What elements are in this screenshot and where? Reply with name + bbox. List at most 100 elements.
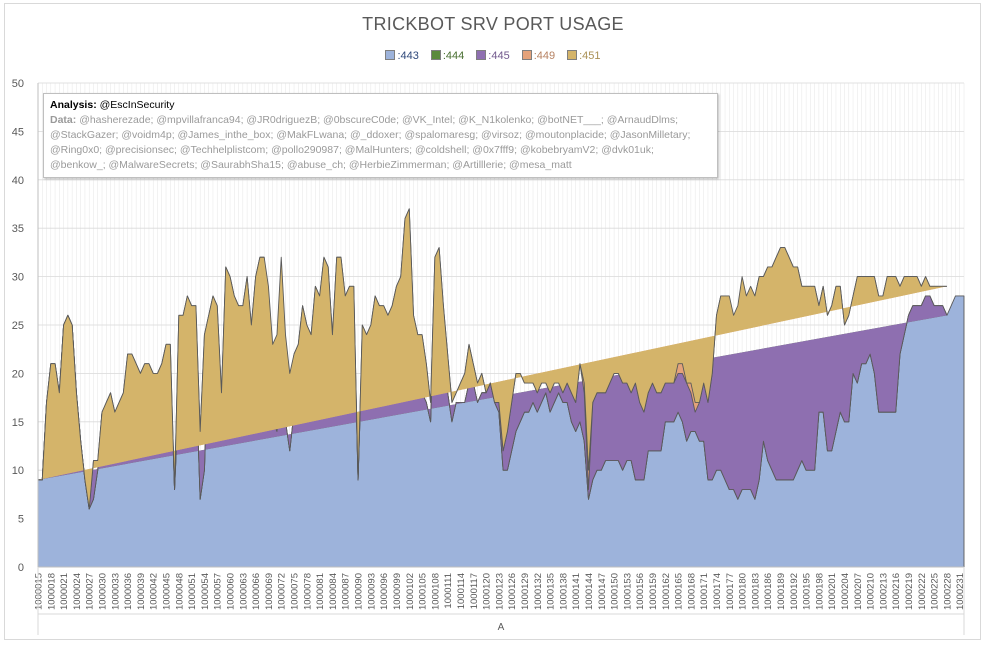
- x-tick-label: 1000030: [98, 573, 109, 610]
- x-tick-label: 1000162: [661, 573, 672, 610]
- x-tick-label: 1000147: [597, 573, 608, 610]
- x-tick-label: 1000138: [558, 573, 569, 610]
- x-tick-label: 1000111: [443, 573, 454, 609]
- x-tick-label: 1000027: [85, 573, 96, 610]
- x-tick-label: 1000087: [341, 573, 352, 610]
- x-tick-label: 1000096: [379, 573, 390, 610]
- legend-label: :449: [533, 50, 556, 62]
- legend-item: :449: [521, 50, 556, 62]
- x-tick-label: 1000135: [546, 573, 557, 610]
- x-tick-label: 1000216: [891, 573, 902, 610]
- y-tick-label: 30: [12, 272, 24, 284]
- annotation-analysis: Analysis: @EscInSecurity: [50, 98, 711, 113]
- legend-label: :443: [397, 50, 419, 62]
- x-tick-label: 1000144: [584, 573, 595, 610]
- x-tick-label: 1000105: [418, 573, 429, 610]
- x-tick-label: 1000033: [110, 573, 121, 610]
- annotation-data: Data: @hasherezade; @mpvillafranca94; @J…: [50, 113, 711, 173]
- x-tick-label: 1000021: [59, 573, 70, 610]
- y-tick-label: 10: [12, 465, 24, 477]
- y-tick-label: 15: [12, 417, 24, 429]
- x-axis-label: A: [498, 622, 505, 633]
- x-tick-label: 1000048: [174, 573, 185, 610]
- x-tick-label: 1000132: [533, 573, 544, 610]
- legend-item: :444: [430, 50, 465, 62]
- x-tick-label: 1000090: [354, 573, 365, 610]
- y-tick-label: 35: [12, 223, 24, 235]
- annotation-box: Analysis: @EscInSecurity Data: @hasherez…: [43, 93, 718, 178]
- analysis-label: Analysis:: [50, 99, 97, 111]
- y-tick-label: 5: [18, 514, 24, 526]
- x-tick-label: 1000210: [866, 573, 877, 610]
- x-tick-label: 1000156: [635, 573, 646, 610]
- x-tick-label: 1000126: [507, 573, 518, 610]
- x-tick-label: 1000024: [72, 573, 83, 610]
- x-tick-label: 1000231: [955, 573, 966, 610]
- x-tick-label: 1000192: [789, 573, 800, 610]
- x-tick-label: 1000069: [264, 573, 275, 610]
- x-tick-label: 1000207: [853, 573, 864, 610]
- legend-label: :445: [488, 50, 510, 62]
- area-series-451: [38, 208, 947, 510]
- x-tick-label: 1000222: [917, 573, 928, 610]
- legend-label: :444: [442, 50, 465, 62]
- x-tick-label: 1000123: [494, 573, 505, 610]
- y-tick-label: 40: [12, 175, 24, 187]
- x-tick-label: 1000117: [469, 573, 480, 609]
- data-label: Data:: [50, 114, 77, 126]
- x-tick-label: 1000036: [123, 573, 134, 610]
- x-tick-label: 1000153: [622, 573, 633, 610]
- legend-label: :451: [579, 50, 601, 62]
- data-credits: @hasherezade; @mpvillafranca94; @JR0drig…: [50, 114, 691, 171]
- x-tick-label: 1000039: [136, 573, 147, 610]
- legend-item: :445: [476, 50, 510, 62]
- x-tick-label: 1000183: [750, 573, 761, 610]
- x-tick-label: 1000141: [571, 573, 582, 610]
- x-tick-label: 1000102: [405, 573, 416, 610]
- x-tick-label: 1000072: [277, 573, 288, 610]
- x-tick-label: 1000057: [213, 573, 224, 610]
- x-tick-label: 1000201: [827, 573, 838, 610]
- x-tick-label: 1000066: [251, 573, 262, 610]
- y-tick-label: 45: [12, 126, 24, 138]
- x-tick-label: 1000045: [162, 573, 173, 610]
- x-tick-label: 1000042: [149, 573, 160, 610]
- x-tick-label: 1000078: [302, 573, 313, 610]
- legend-swatch: [385, 50, 396, 60]
- x-tick-label: 1000186: [763, 573, 774, 610]
- x-tick-label: 1000108: [430, 573, 441, 610]
- x-tick-label: 1000204: [840, 573, 851, 610]
- x-tick-label: 1000150: [610, 573, 621, 610]
- x-tick-label: 1000174: [712, 573, 723, 610]
- x-tick-label: 1000060: [226, 573, 237, 610]
- x-tick-label: 1000168: [686, 573, 697, 610]
- x-tick-label: 1000198: [814, 573, 825, 610]
- x-tick-label: 1000213: [878, 573, 889, 610]
- x-tick-label: 1000093: [366, 573, 377, 610]
- x-tick-label: 1000051: [187, 573, 198, 610]
- legend-swatch: [430, 50, 441, 60]
- x-tick-label: 1000081: [315, 573, 326, 610]
- y-tick-label: 20: [12, 368, 24, 380]
- x-tick-label: 1000159: [648, 573, 659, 610]
- x-tick-label: 1000054: [200, 573, 211, 610]
- x-tick-label: 1000219: [904, 573, 915, 610]
- x-tick-label: 1000015: [34, 573, 45, 610]
- x-tick-label: 1000177: [725, 573, 736, 610]
- x-tick-label: 1000180: [738, 573, 749, 610]
- x-tick-label: 1000114: [456, 573, 467, 609]
- x-tick-label: 1000099: [392, 573, 403, 610]
- x-tick-label: 1000228: [942, 573, 953, 610]
- legend-swatch: [567, 50, 578, 60]
- x-tick-label: 1000120: [482, 573, 493, 610]
- chart-frame: [4, 3, 981, 640]
- chart-title: TRICKBOT SRV PORT USAGE: [362, 14, 624, 34]
- x-tick-label: 1000189: [776, 573, 787, 610]
- x-tick-label: 1000075: [290, 573, 301, 610]
- y-tick-label: 25: [12, 320, 24, 332]
- y-tick-label: 0: [18, 562, 24, 574]
- y-tick-label: 50: [12, 78, 24, 90]
- x-tick-label: 1000225: [930, 573, 941, 610]
- legend-item: :451: [567, 50, 601, 62]
